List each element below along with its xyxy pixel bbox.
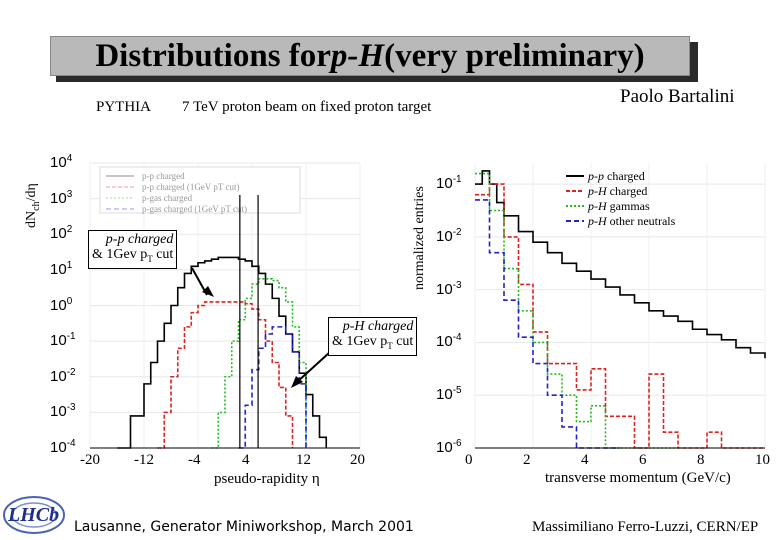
left-y-tick-label: 10-2 xyxy=(50,366,76,385)
right-x-tick-label: 2 xyxy=(523,452,531,468)
right-series-pH_other xyxy=(475,199,620,449)
author-name: Paolo Bartalini xyxy=(620,86,735,107)
left-x-tick-label: 12 xyxy=(296,452,311,468)
left-y-tick-label: 10-3 xyxy=(50,402,76,421)
right-legend-label: p-H gammas xyxy=(587,199,650,213)
left-x-tick-label: -12 xyxy=(134,452,154,468)
description-label: 7 TeV proton beam on fixed proton target xyxy=(182,99,432,115)
right-x-tick-label: 0 xyxy=(465,452,473,468)
right-y-tick-label: 10-5 xyxy=(436,385,462,404)
right-y-tick-label: 10-2 xyxy=(436,226,462,245)
page-title: Distributions for p-H (very preliminary) xyxy=(50,36,690,76)
right-x-tick-label: 8 xyxy=(697,452,705,468)
svg-text:LHCb: LHCb xyxy=(7,504,59,526)
left-inner-legend-box xyxy=(99,166,301,214)
left-y-tick-label: 102 xyxy=(50,224,73,243)
left-x-tick-label: 20 xyxy=(350,452,365,468)
left-inner-legend-label: p-gas charged (1GeV pT cut) xyxy=(142,204,247,214)
right-legend-label: p-H other neutrals xyxy=(587,214,676,228)
left-x-axis-label: pseudo-rapidity η xyxy=(214,471,320,487)
left-inner-legend-label: p-gas charged xyxy=(142,193,193,203)
footer-left: Lausanne, Generator Miniworkshop, March … xyxy=(74,519,414,535)
right-x-tick-label: 6 xyxy=(639,452,647,468)
left-series-group xyxy=(117,256,328,449)
right-grid xyxy=(474,163,766,449)
right-legend-label: p-H charged xyxy=(587,184,647,198)
left-y-tick-label: 10-1 xyxy=(50,331,76,350)
left-x-tick-label: -20 xyxy=(80,452,100,468)
left-annotation-arrow-2 xyxy=(295,351,331,384)
left-y-tick-label: 104 xyxy=(50,153,73,171)
left-series-pp_charged_cut xyxy=(157,301,294,449)
right-x-axis-label: transverse momentum (GeV/c) xyxy=(545,470,731,486)
left-annotation-arrowhead-1 xyxy=(202,286,214,297)
title-suffix: (very preliminary) xyxy=(384,37,645,74)
right-x-tick-label: 4 xyxy=(581,452,589,468)
left-annotation-arrowhead-2 xyxy=(291,376,303,388)
left-y-tick-label: 10-4 xyxy=(50,438,76,456)
left-inner-legend-label: p-p charged xyxy=(142,171,185,181)
left-series-pH_gammas xyxy=(211,277,307,449)
title-prefix: Distributions for xyxy=(95,37,331,74)
right-y-tick-label: 10-6 xyxy=(436,438,462,456)
footer-right: Massimiliano Ferro-Luzzi, CERN/EP xyxy=(532,519,759,535)
annotation-pH-charged: p-H charged & 1Gev pT cut xyxy=(328,317,418,356)
left-x-tick-label: 4 xyxy=(242,452,250,468)
left-x-tick-label: -4 xyxy=(188,452,201,468)
right-plot-area xyxy=(475,163,765,448)
lhcb-logo: LHCb xyxy=(0,492,70,538)
generator-label: PYTHIA xyxy=(96,99,151,115)
left-inner-legend-label: p-p charged (1GeV pT cut) xyxy=(142,182,239,192)
right-y-tick-label: 10-3 xyxy=(436,279,462,298)
left-y-tick-label: 103 xyxy=(50,188,73,207)
right-legend-label: p-p charged xyxy=(587,169,645,183)
title-italic: p-H xyxy=(330,37,385,74)
right-y-tick-label: 10-1 xyxy=(436,174,462,193)
annotation-pp-charged: p-p charged & 1Gev pT cut xyxy=(88,230,178,269)
left-y-tick-label: 101 xyxy=(50,259,73,278)
right-y-tick-label: 10-4 xyxy=(436,332,462,351)
left-y-tick-label: 100 xyxy=(50,295,73,314)
left-vertical-lines xyxy=(239,195,259,448)
right-x-tick-label: 10 xyxy=(755,452,770,468)
